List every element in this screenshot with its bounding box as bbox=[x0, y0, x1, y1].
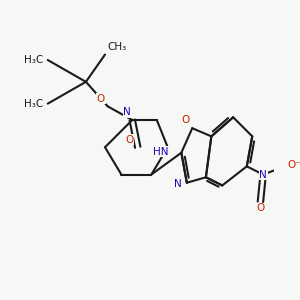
Text: O: O bbox=[181, 116, 190, 125]
Text: N: N bbox=[123, 107, 131, 117]
Text: N: N bbox=[259, 169, 267, 179]
Text: H₃C: H₃C bbox=[24, 55, 44, 65]
Text: O: O bbox=[97, 94, 105, 103]
Text: O: O bbox=[256, 203, 265, 213]
Text: H₃C: H₃C bbox=[24, 99, 44, 109]
Text: HN: HN bbox=[153, 147, 169, 157]
Text: N: N bbox=[174, 179, 182, 189]
Text: CH₃: CH₃ bbox=[108, 42, 127, 52]
Text: O⁻: O⁻ bbox=[288, 160, 300, 170]
Text: O: O bbox=[125, 134, 134, 145]
